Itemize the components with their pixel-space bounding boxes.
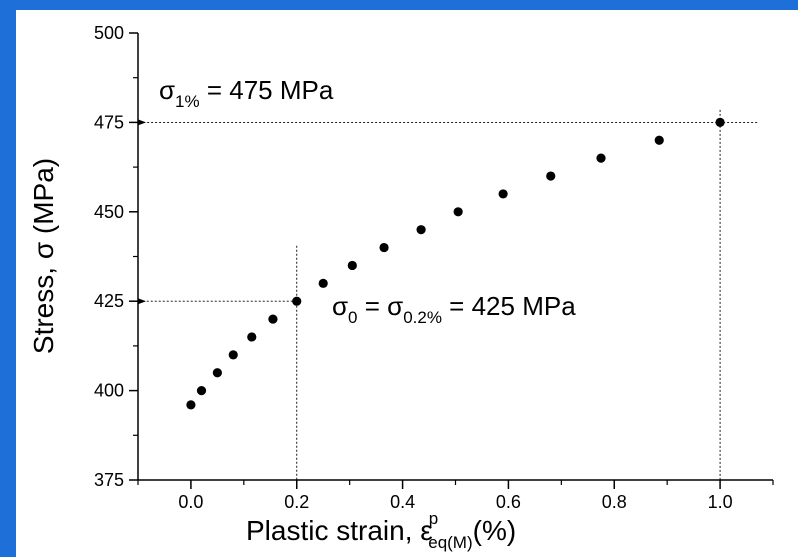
x-axis-label-main: Plastic strain, ε bbox=[246, 515, 433, 546]
x-axis-label-sub: eq(M) bbox=[428, 533, 472, 552]
guide-lines bbox=[138, 109, 758, 480]
data-point bbox=[347, 260, 357, 271]
data-points bbox=[186, 117, 725, 410]
stress-strain-chart: 0.0 0.2 0.4 0.6 0.8 1.0 375 400 425 450 475 500 St… bbox=[28, 23, 774, 552]
data-point bbox=[196, 386, 207, 396]
x-tick-label: 0.8 bbox=[602, 492, 627, 512]
data-point bbox=[654, 135, 664, 145]
y-tick-label: 425 bbox=[94, 291, 124, 311]
data-point bbox=[247, 332, 257, 342]
y-tick-label: 450 bbox=[94, 202, 124, 222]
data-point bbox=[292, 296, 302, 306]
data-point bbox=[715, 117, 725, 127]
data-point bbox=[228, 350, 238, 360]
y-tick-label: 400 bbox=[94, 381, 124, 401]
y-tick-label: 375 bbox=[94, 470, 124, 490]
data-point bbox=[186, 400, 196, 410]
data-point bbox=[498, 189, 508, 199]
x-tick-label: 0.2 bbox=[284, 492, 309, 512]
x-axis-label-sup: p bbox=[429, 509, 438, 528]
data-point bbox=[453, 207, 463, 217]
x-tick-label: 0.4 bbox=[390, 492, 415, 512]
x-axis-label: Plastic strain, εp eq(M)(%) bbox=[246, 509, 516, 552]
chart-panel: 0.0 0.2 0.4 0.6 0.8 1.0 375 400 425 450 475 500 St… bbox=[16, 10, 798, 557]
x-tick-label: 0.0 bbox=[178, 492, 203, 512]
data-point bbox=[416, 225, 426, 235]
data-point bbox=[268, 314, 278, 324]
y-tick-label: 475 bbox=[94, 112, 124, 132]
data-point bbox=[379, 242, 389, 253]
data-point bbox=[546, 171, 556, 181]
x-tick-label: 1.0 bbox=[708, 492, 733, 512]
annotation-sigma-0: σ0 = σ0.2% = 425 MPa bbox=[332, 291, 576, 327]
x-axis-label-suffix: (%) bbox=[473, 515, 517, 546]
annotation-sigma-1pct: σ1% = 475 MPa bbox=[159, 75, 334, 111]
data-point bbox=[318, 278, 328, 288]
x-tick-label: 0.6 bbox=[496, 492, 521, 512]
x-ticks: 0.0 0.2 0.4 0.6 0.8 1.0 bbox=[137, 480, 774, 512]
y-axis-label: Stress, σ (MPa) bbox=[28, 158, 59, 354]
data-point bbox=[596, 153, 606, 163]
data-point bbox=[212, 368, 222, 378]
y-ticks: 375 400 425 450 475 500 bbox=[94, 23, 138, 490]
y-tick-label: 500 bbox=[94, 23, 124, 43]
